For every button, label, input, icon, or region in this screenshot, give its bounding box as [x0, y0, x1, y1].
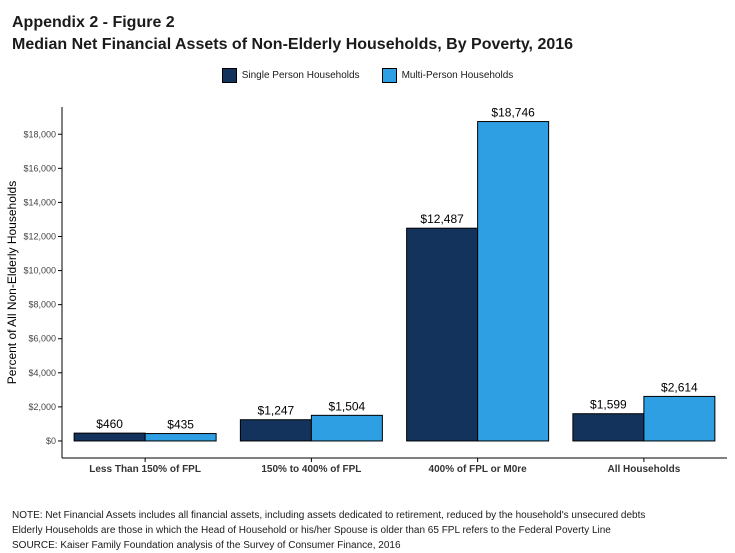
data-label: $1,504 — [329, 399, 366, 413]
legend-swatch-single — [221, 68, 237, 83]
x-tick-label: 150% to 400% of FPL — [261, 464, 361, 475]
bar — [144, 433, 217, 442]
legend-item-single: Single Person Households — [221, 68, 360, 83]
data-label: $1,247 — [258, 404, 295, 418]
bar — [643, 395, 716, 442]
data-label: $1,599 — [590, 398, 627, 412]
bar — [572, 413, 645, 442]
y-tick-label: $6,000 — [28, 334, 56, 344]
data-label: $435 — [167, 418, 194, 432]
note-line-1: NOTE: Net Financial Assets includes all … — [12, 510, 646, 521]
y-tick-label: $12,000 — [23, 231, 56, 241]
data-label: $460 — [96, 417, 123, 431]
x-tick-label: All Households — [607, 464, 680, 475]
y-tick-label: $0 — [46, 436, 56, 446]
y-tick-label: $10,000 — [23, 266, 56, 276]
y-tick-label: $14,000 — [23, 197, 56, 207]
x-tick-label: Less Than 150% of FPL — [89, 464, 201, 475]
y-tick-label: $2,000 — [28, 402, 56, 412]
figure-label: Appendix 2 - Figure 2 — [12, 14, 175, 31]
y-tick-label: $18,000 — [23, 129, 56, 139]
y-tick-label: $4,000 — [28, 368, 56, 378]
legend-item-multi: Multi-Person Households — [381, 68, 514, 83]
notes: NOTE: Net Financial Assets includes all … — [12, 508, 645, 553]
bar — [73, 432, 146, 442]
bar-chart: $0 $2,000 $4,000 $6,000 $8,000 $10,000 $12,000… — [5, 106, 727, 475]
legend-swatch-multi — [381, 68, 397, 83]
data-label: $12,487 — [420, 212, 464, 226]
y-axis-label: Percent of All Non-Elderly Households — [5, 181, 19, 384]
legend-label-multi: Multi-Person Households — [401, 70, 514, 81]
bar — [239, 419, 312, 442]
data-label: $18,746 — [491, 106, 535, 120]
legend: Single Person Households Multi-Person Ho… — [0, 68, 735, 83]
y-tick-label: $8,000 — [28, 300, 56, 310]
title-block: Appendix 2 - Figure 2 Median Net Financi… — [12, 12, 573, 56]
data-label: $2,614 — [661, 380, 698, 394]
y-tick-label: $16,000 — [23, 163, 56, 173]
bar — [310, 414, 383, 442]
bar — [477, 121, 550, 442]
note-line-2: Elderly Households are those in which th… — [12, 525, 611, 536]
legend-label-single: Single Person Households — [241, 70, 360, 81]
x-tick-label: 400% of FPL or M0re — [429, 464, 528, 475]
chart-title: Median Net Financial Assets of Non-Elder… — [12, 36, 574, 53]
bar — [406, 227, 479, 442]
note-line-3: SOURCE: Kaiser Family Foundation analysi… — [12, 540, 401, 551]
